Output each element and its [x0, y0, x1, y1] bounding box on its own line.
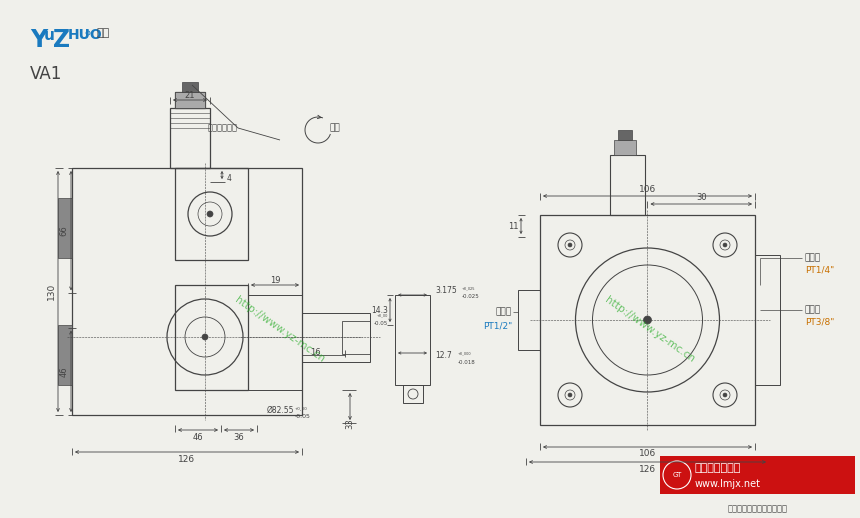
Text: 11: 11	[507, 222, 519, 231]
Text: 46: 46	[193, 433, 203, 441]
Bar	[518, 290, 540, 350]
Bar	[342, 321, 370, 354]
Text: 泄油口: 泄油口	[805, 253, 821, 263]
Bar	[614, 140, 636, 155]
Text: u: u	[44, 28, 55, 43]
Text: 4: 4	[227, 174, 232, 182]
Bar	[58, 325, 72, 385]
Text: -0.05: -0.05	[374, 321, 388, 325]
Text: ⁺⁰·⁰²⁵: ⁺⁰·⁰²⁵	[462, 287, 476, 293]
Text: 12.7: 12.7	[435, 351, 452, 359]
Text: Y: Y	[30, 28, 47, 52]
Bar	[170, 108, 210, 168]
Text: 19: 19	[270, 276, 280, 284]
Bar	[302, 313, 370, 362]
Text: 出油口: 出油口	[805, 306, 821, 314]
Circle shape	[568, 393, 572, 397]
Bar	[395, 295, 430, 385]
Bar	[403, 385, 423, 403]
Bar	[610, 155, 645, 215]
Text: http://www.yz-mc.cn: http://www.yz-mc.cn	[604, 295, 697, 365]
Text: www.lmjx.net: www.lmjx.net	[695, 479, 761, 489]
Bar	[660, 456, 855, 494]
Text: 126: 126	[178, 454, 195, 464]
Text: 130: 130	[46, 283, 56, 300]
Text: 16: 16	[310, 348, 321, 356]
Text: Z: Z	[53, 28, 71, 52]
Text: 30: 30	[696, 193, 707, 202]
Text: 33: 33	[346, 418, 354, 429]
Bar	[755, 255, 780, 385]
Text: 126: 126	[639, 465, 656, 473]
Text: 14.3: 14.3	[372, 306, 388, 314]
Text: ⁺⁰·⁰⁰: ⁺⁰·⁰⁰	[295, 408, 308, 412]
Text: 106: 106	[639, 184, 656, 194]
Text: Ø82.55: Ø82.55	[267, 406, 294, 414]
Text: 3.175: 3.175	[435, 285, 457, 295]
Bar	[540, 215, 755, 425]
Bar	[248, 295, 302, 390]
Circle shape	[568, 243, 572, 247]
Text: GT: GT	[673, 472, 682, 478]
Text: -0.05: -0.05	[295, 414, 310, 420]
Circle shape	[207, 211, 213, 217]
Circle shape	[202, 334, 208, 340]
Text: -0.018: -0.018	[458, 359, 476, 365]
Circle shape	[723, 393, 727, 397]
Text: ⁺⁰·⁰⁰⁰: ⁺⁰·⁰⁰⁰	[458, 353, 471, 357]
Bar	[175, 285, 248, 390]
Text: 進油口: 進油口	[496, 308, 512, 316]
Bar	[618, 130, 632, 140]
Text: 宇卓: 宇卓	[96, 28, 109, 38]
Text: 买卖设备上中国路面机械网: 买卖设备上中国路面机械网	[728, 504, 788, 513]
Text: PT1/4": PT1/4"	[805, 266, 834, 275]
Bar	[58, 198, 72, 258]
Text: PT1/2": PT1/2"	[482, 322, 512, 330]
Bar	[175, 92, 205, 108]
Text: 36: 36	[234, 433, 244, 441]
Text: VA1: VA1	[30, 65, 63, 83]
Text: 21: 21	[185, 91, 195, 99]
Bar	[175, 92, 205, 108]
Circle shape	[643, 316, 652, 324]
Bar	[175, 168, 248, 260]
Text: 106: 106	[639, 450, 656, 458]
Text: 中国路面机械网: 中国路面机械网	[695, 463, 741, 473]
Text: -0.025: -0.025	[462, 294, 480, 298]
Text: 壓力調整螺絲: 壓力調整螺絲	[208, 123, 238, 133]
Text: 增加: 增加	[330, 123, 341, 133]
Text: 66: 66	[59, 225, 69, 236]
Text: 46: 46	[59, 366, 69, 377]
Circle shape	[723, 243, 727, 247]
Text: PT3/8": PT3/8"	[805, 318, 834, 326]
Text: HUO: HUO	[68, 28, 102, 42]
Text: http://www.yz-mc.cn: http://www.yz-mc.cn	[233, 295, 327, 365]
Bar	[72, 168, 302, 415]
Bar	[182, 82, 198, 92]
Text: ⁺⁰·⁰⁰: ⁺⁰·⁰⁰	[377, 314, 388, 320]
